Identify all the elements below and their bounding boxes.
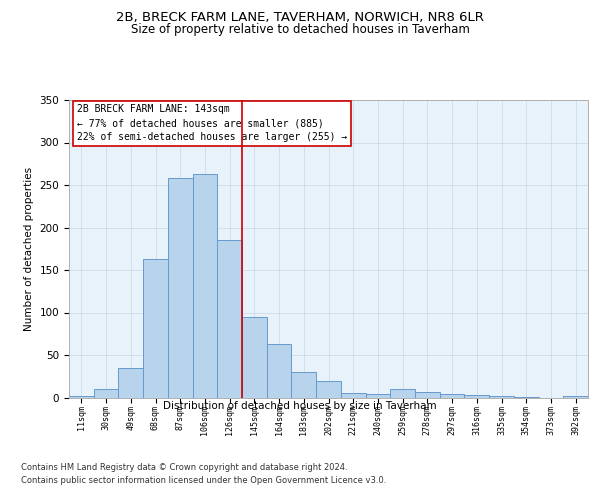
- Bar: [69, 396, 94, 398]
- Bar: [168, 178, 193, 398]
- Text: 2B BRECK FARM LANE: 143sqm
← 77% of detached houses are smaller (885)
22% of sem: 2B BRECK FARM LANE: 143sqm ← 77% of deta…: [77, 104, 347, 142]
- Bar: [267, 344, 292, 398]
- Bar: [118, 368, 143, 398]
- Text: Size of property relative to detached houses in Taverham: Size of property relative to detached ho…: [131, 24, 469, 36]
- Bar: [193, 174, 217, 398]
- Bar: [440, 394, 464, 398]
- Bar: [464, 395, 489, 398]
- Text: Contains HM Land Registry data © Crown copyright and database right 2024.: Contains HM Land Registry data © Crown c…: [21, 462, 347, 471]
- Text: 2B, BRECK FARM LANE, TAVERHAM, NORWICH, NR8 6LR: 2B, BRECK FARM LANE, TAVERHAM, NORWICH, …: [116, 11, 484, 24]
- Text: Contains public sector information licensed under the Open Government Licence v3: Contains public sector information licen…: [21, 476, 386, 485]
- Bar: [341, 393, 365, 398]
- Bar: [514, 396, 539, 398]
- Bar: [563, 396, 588, 398]
- Bar: [415, 392, 440, 398]
- Bar: [217, 240, 242, 398]
- Text: Distribution of detached houses by size in Taverham: Distribution of detached houses by size …: [163, 401, 437, 411]
- Bar: [143, 259, 168, 398]
- Bar: [489, 396, 514, 398]
- Bar: [390, 389, 415, 398]
- Y-axis label: Number of detached properties: Number of detached properties: [24, 166, 34, 331]
- Bar: [316, 380, 341, 398]
- Bar: [242, 317, 267, 398]
- Bar: [365, 394, 390, 398]
- Bar: [94, 389, 118, 398]
- Bar: [292, 372, 316, 398]
